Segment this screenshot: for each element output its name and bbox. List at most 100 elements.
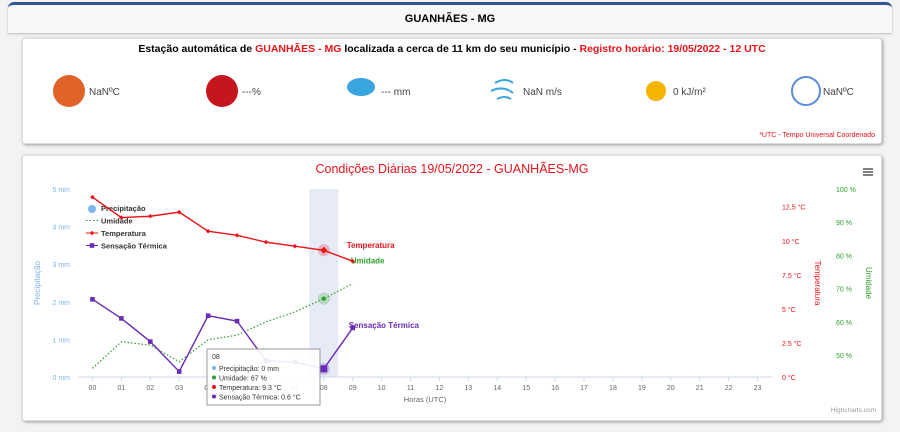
point	[176, 369, 182, 374]
point	[234, 318, 240, 324]
x-tick-label: 19	[638, 385, 646, 392]
tooltip-line: Temperatura: 9.3 °C	[219, 384, 282, 392]
point	[320, 365, 328, 373]
x-tick-label: 20	[667, 385, 675, 392]
point	[89, 243, 95, 248]
legend-symbol	[88, 205, 96, 213]
series-line	[92, 283, 353, 369]
tick-label: 1 mm	[53, 337, 71, 344]
tick-label: 70 %	[836, 287, 852, 294]
header: GUANHÃES - MG	[8, 2, 892, 33]
icon	[206, 75, 238, 107]
series-label: Sensação Térmica	[349, 321, 420, 330]
point	[205, 313, 211, 318]
widget: 0 kJ/m²	[673, 87, 706, 98]
widget: NaNºC	[823, 87, 854, 98]
legend-item[interactable]: Temperatura	[101, 229, 147, 238]
point	[321, 296, 326, 301]
x-tick-label: 14	[493, 385, 501, 392]
tick-label: 2 mm	[53, 300, 71, 307]
point	[89, 230, 95, 236]
note: *UTC - Tempo Universal Coordenado	[759, 132, 875, 139]
x-tick-label: 18	[609, 385, 617, 392]
icon	[53, 75, 85, 107]
x-tick-label: 23	[754, 385, 762, 392]
tick-label: 80 %	[836, 253, 852, 260]
x-tick-label: 00	[89, 385, 97, 392]
text: GUANHÃES - MG	[255, 43, 342, 55]
tooltip-box	[206, 348, 321, 406]
tick-label: 90 %	[836, 220, 852, 227]
x-axis-title: Horas (UTC)	[404, 395, 447, 404]
x-tick-label: 09	[349, 385, 357, 392]
x-tick-label: 22	[725, 385, 733, 392]
point	[119, 316, 124, 321]
tooltip-title: 08	[212, 354, 220, 361]
tick-label: 5 mm	[53, 187, 71, 194]
tick-label: 60 %	[836, 320, 852, 327]
tick-label: 100 %	[836, 187, 856, 194]
axis-title: Precipitação	[33, 260, 42, 305]
x-tick-label: 15	[522, 385, 530, 392]
tick-label: 0 °C	[782, 374, 796, 382]
hover-band	[309, 189, 339, 377]
point	[90, 194, 95, 200]
tooltip-line: Umidade: 67 %	[219, 376, 267, 383]
x-tick-label: 16	[551, 385, 559, 392]
tooltip-dot	[212, 375, 216, 380]
widget: NaN m/s	[523, 87, 562, 98]
station-line: Estação automática de GUANHÃES - MG loca…	[23, 43, 881, 55]
series-label: Umidade	[351, 257, 385, 266]
tick-label: 2.5 °C	[782, 340, 802, 348]
x-tick-label: 08	[320, 385, 328, 392]
point	[119, 215, 124, 220]
axis-title: Umidade	[864, 267, 873, 300]
x-tick-label: 13	[464, 385, 472, 392]
x-tick-label: 01	[117, 385, 125, 392]
text: Registro horário: 19/05/2022 - 12 UTC	[579, 43, 766, 55]
point	[350, 258, 356, 264]
icon	[791, 76, 821, 106]
widget: ---%	[242, 87, 261, 98]
series-label: Temperatura	[347, 241, 395, 250]
widget: NaNºC	[89, 87, 120, 98]
x-tick-label: 02	[146, 385, 154, 392]
series-line	[92, 196, 353, 262]
chart-title: Condições Diárias 19/05/2022 - GUANHÃES-…	[315, 162, 588, 176]
x-tick-label: 11	[407, 385, 414, 392]
point	[292, 243, 298, 249]
x-tick-label: 03	[175, 385, 183, 392]
icon	[646, 81, 666, 101]
tick-label: 5 °C	[782, 306, 796, 314]
tick-label: 10 °C	[782, 238, 800, 246]
tooltip-dot	[212, 385, 216, 389]
icon	[490, 79, 514, 100]
tick-label: 3 mm	[53, 262, 71, 269]
point	[176, 209, 182, 215]
legend-item[interactable]: Sensação Térmica	[101, 242, 168, 251]
text: Estação automática de	[138, 43, 256, 55]
legend-item[interactable]: Precipitação	[101, 204, 146, 213]
legend-item[interactable]: Umidade	[101, 217, 133, 226]
x-tick-label: 21	[696, 385, 704, 392]
x-tick-label: 17	[580, 385, 588, 392]
point	[90, 297, 95, 302]
point	[147, 213, 153, 219]
tick-label: 4 mm	[53, 225, 71, 232]
text: localizada a cerca de 11 km do seu munic…	[341, 43, 580, 55]
point	[234, 233, 240, 238]
point	[320, 246, 328, 254]
tick-label: 0 mm	[53, 375, 71, 382]
point	[350, 325, 356, 331]
menu[interactable]	[863, 168, 873, 176]
tooltip-dot	[212, 366, 216, 370]
tick-label: 50 %	[836, 353, 852, 360]
point	[205, 228, 211, 234]
tooltip-dot	[212, 394, 216, 399]
credits: Highcharts.com	[831, 407, 876, 414]
icon	[347, 78, 375, 96]
point	[263, 239, 269, 245]
widget: --- mm	[381, 87, 411, 98]
